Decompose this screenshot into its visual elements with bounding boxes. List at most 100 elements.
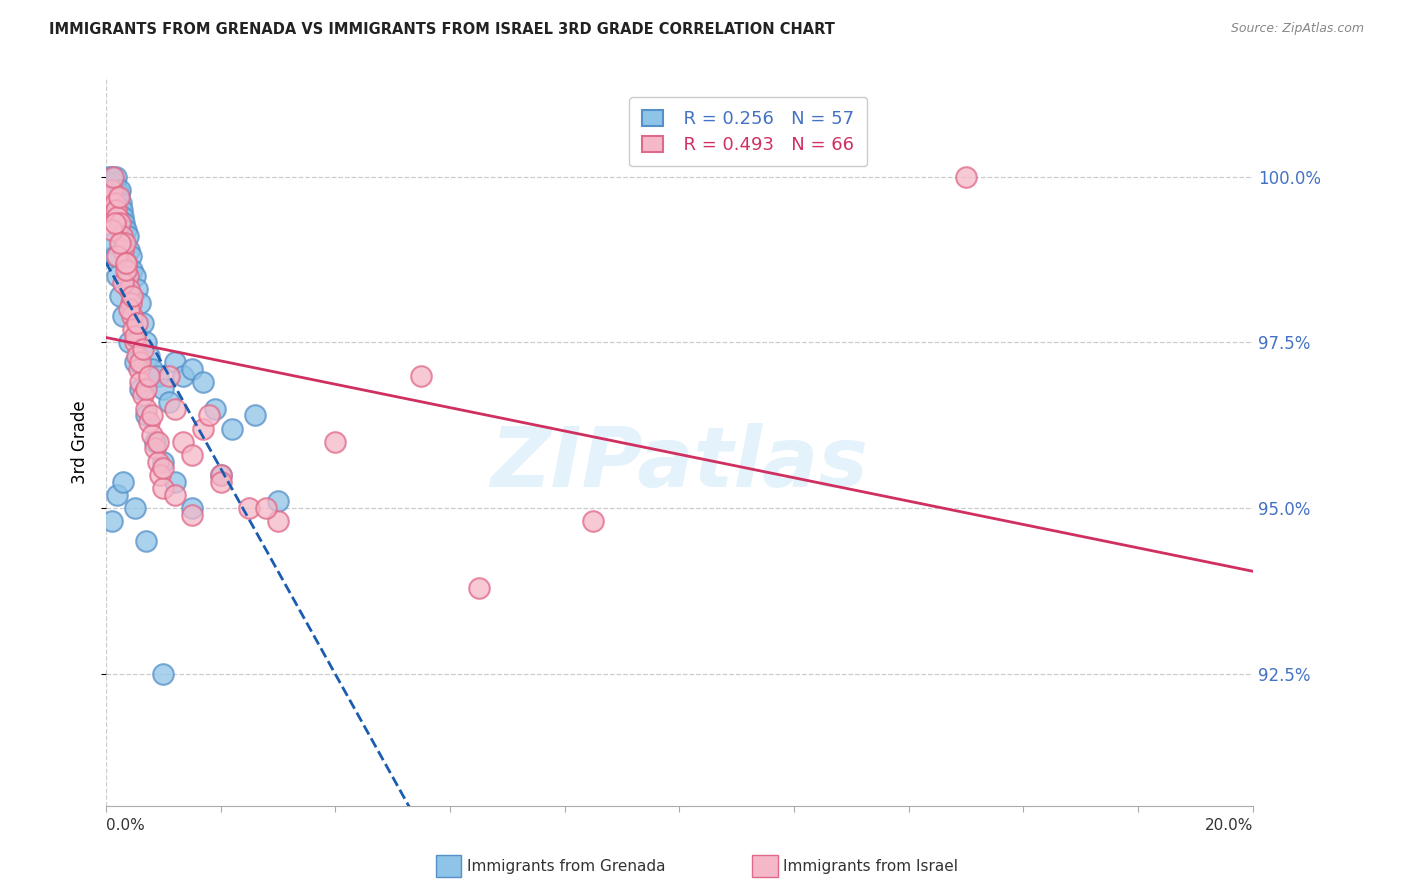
Point [193,421,215,435]
Point [181,448,204,462]
Point [112,216,135,230]
Point [103,249,125,263]
Point [112,276,135,290]
Point [103,196,125,211]
Point [267,514,290,528]
Point [129,355,152,369]
Point [115,223,138,237]
Point [582,514,605,528]
Point [112,475,135,489]
Point [101,169,124,184]
Point [118,282,141,296]
Point [124,335,146,350]
Point [124,328,146,343]
Point [110,289,132,303]
Point [101,179,124,194]
Point [135,382,157,396]
Point [172,434,194,449]
Point [193,375,215,389]
Point [141,362,163,376]
Point [111,229,134,244]
Point [121,262,143,277]
Point [108,183,131,197]
Point [100,177,122,191]
Point [120,295,142,310]
Point [124,269,146,284]
Point [163,488,186,502]
Point [238,501,260,516]
Text: 20.0%: 20.0% [1205,818,1253,833]
Point [198,409,221,423]
Text: IMMIGRANTS FROM GRENADA VS IMMIGRANTS FROM ISRAEL 3RD GRADE CORRELATION CHART: IMMIGRANTS FROM GRENADA VS IMMIGRANTS FR… [49,22,835,37]
Point [132,388,155,402]
Point [129,375,152,389]
Point [267,494,290,508]
Point [118,243,141,257]
Point [152,481,174,495]
Point [129,382,152,396]
Point [143,434,166,449]
Point [118,335,141,350]
Point [209,467,232,482]
Point [105,189,128,203]
Y-axis label: 3rd Grade: 3rd Grade [72,400,89,483]
Point [107,189,129,203]
Point [100,235,122,250]
Point [118,302,141,317]
Text: 0.0%: 0.0% [105,818,145,833]
Point [204,401,226,416]
Point [135,409,157,423]
Point [127,282,149,296]
Point [152,455,174,469]
Point [163,355,186,369]
Point [103,183,125,197]
Text: ZIPatlas: ZIPatlas [491,423,869,504]
Point [105,210,128,224]
Point [243,409,266,423]
Point [411,368,433,383]
Text: Immigrants from Israel: Immigrants from Israel [783,859,957,873]
Point [112,210,135,224]
Point [141,428,163,442]
Point [128,362,150,376]
Legend:   R = 0.256   N = 57,   R = 0.493   N = 66: R = 0.256 N = 57, R = 0.493 N = 66 [628,97,868,167]
Point [110,235,132,250]
Point [115,262,138,277]
Point [111,202,134,217]
Point [138,368,160,383]
Point [146,368,169,383]
Point [100,169,122,184]
Point [110,216,132,230]
Point [209,475,232,489]
Point [112,309,135,323]
Point [146,455,169,469]
Point [152,382,174,396]
Point [256,501,278,516]
Point [135,534,157,549]
Point [221,421,243,435]
Point [163,475,186,489]
Point [141,409,163,423]
Point [114,235,136,250]
Point [138,415,160,429]
Point [127,316,149,330]
Point [122,322,145,336]
Text: Immigrants from Grenada: Immigrants from Grenada [467,859,665,873]
Text: Source: ZipAtlas.com: Source: ZipAtlas.com [1230,22,1364,36]
Point [129,295,152,310]
Point [157,368,180,383]
Point [152,461,174,475]
Point [132,342,155,356]
Point [105,202,128,217]
Point [105,169,128,184]
Point [132,316,155,330]
Point [146,434,169,449]
Point [135,401,157,416]
Point [100,514,122,528]
Point [105,249,128,263]
Point [143,442,166,456]
Point [157,395,180,409]
Point [107,186,129,201]
Point [172,368,194,383]
Point [124,501,146,516]
